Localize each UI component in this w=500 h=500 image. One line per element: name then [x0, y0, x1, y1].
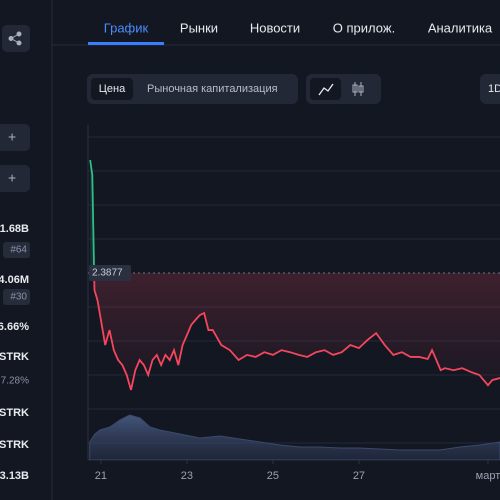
stat: 1.68B — [0, 223, 29, 235]
add-button[interactable] — [0, 165, 30, 192]
toggle-group — [87, 74, 298, 104]
stat: 4.06M — [0, 274, 29, 286]
stat: STRK — [0, 407, 29, 419]
x-tick-label: 21 — [95, 470, 107, 482]
tab[interactable]: Аналитика — [428, 20, 493, 35]
plus-icon: + — [8, 170, 16, 186]
x-tick-label: 23 — [181, 470, 193, 482]
stat: STRK — [0, 439, 29, 451]
rank: #30 — [10, 292, 27, 303]
stat: 7.28% — [1, 376, 29, 387]
plus-icon: + — [8, 129, 16, 145]
line-icon — [318, 83, 334, 96]
toggle-option[interactable]: Цена — [99, 83, 126, 95]
x-tick-label: март — [476, 470, 500, 482]
candle-icon[interactable] — [352, 82, 364, 96]
stat: 6.66% — [0, 321, 29, 333]
price-area-down — [90, 273, 500, 390]
plot — [88, 159, 500, 460]
tab-underline — [88, 42, 164, 45]
range-button[interactable] — [480, 74, 500, 104]
reference-label: 2.3877 — [92, 268, 123, 279]
stat: STRK — [0, 351, 29, 363]
reference-label-box — [89, 265, 131, 282]
share-icon — [8, 31, 22, 46]
x-tick-label: 27 — [353, 470, 365, 482]
badge — [3, 289, 30, 305]
stat: 3.13B — [0, 470, 29, 482]
labels: 21 23 25 27 март 2.3877 — [89, 265, 500, 482]
toggle-active[interactable] — [91, 78, 133, 100]
price-line-down — [93, 273, 500, 391]
range-label: 1D — [488, 83, 500, 95]
x-tick-label: 25 — [267, 470, 279, 482]
rank: #64 — [10, 245, 27, 256]
volume-area — [89, 414, 500, 460]
tab[interactable]: Рынки — [180, 20, 218, 35]
tab-active[interactable]: График — [104, 20, 149, 35]
toggle-option[interactable]: Рыночная капитализация — [147, 83, 278, 95]
tab[interactable]: О прилож. — [333, 20, 395, 35]
tab[interactable]: Новости — [250, 20, 300, 35]
badge — [3, 242, 30, 258]
add-button[interactable] — [0, 124, 30, 151]
share-button[interactable] — [2, 25, 30, 52]
